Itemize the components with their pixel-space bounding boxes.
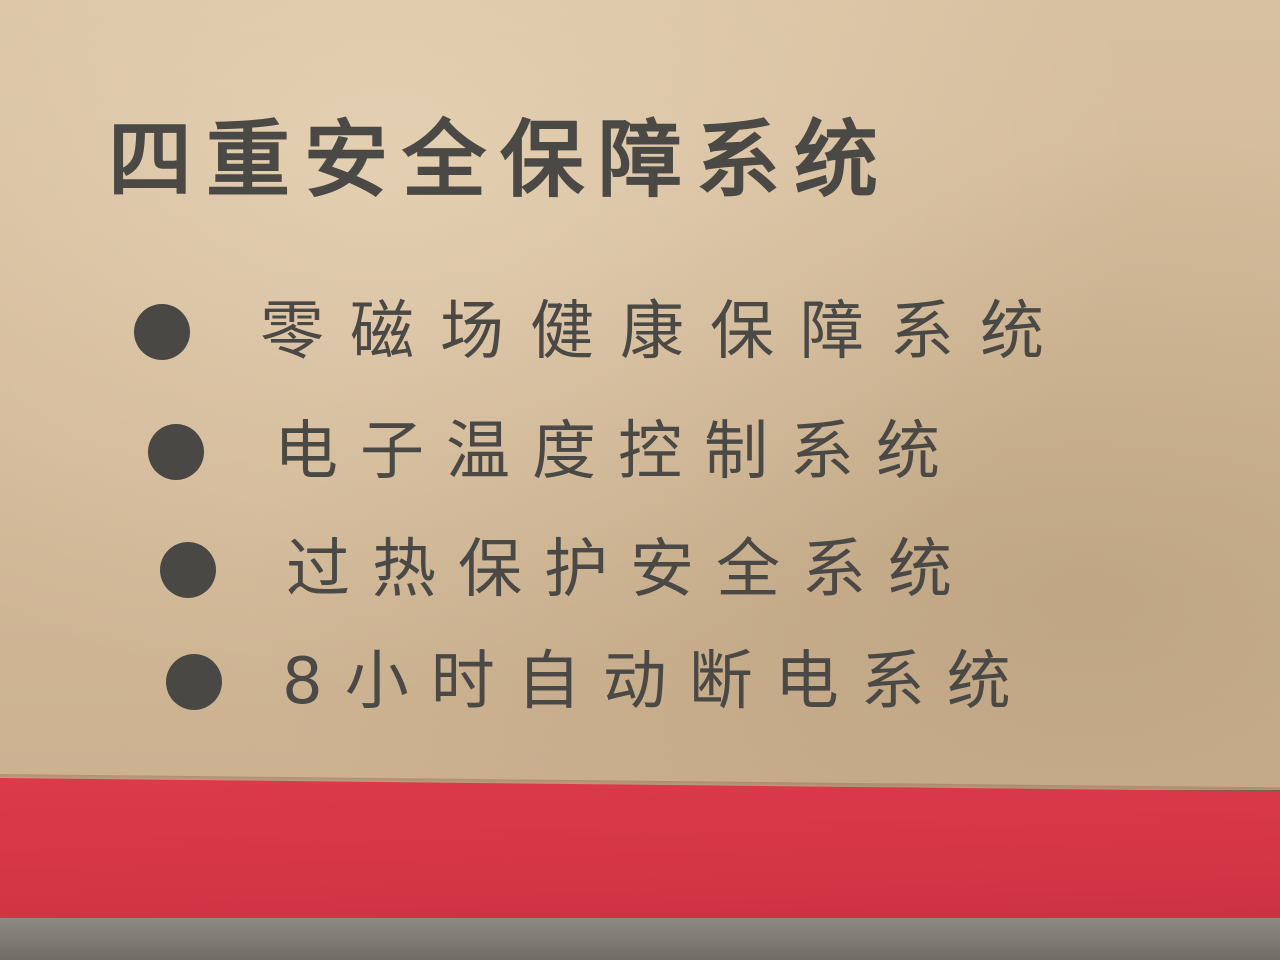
feature-label: 8小时自动断电系统	[282, 645, 1033, 719]
bullet-dot-icon	[148, 424, 204, 480]
feature-label: 零磁场健康保障系统	[260, 295, 1070, 369]
bullet-dot-icon	[160, 542, 216, 598]
feature-item-overheat-protection: 过热保护安全系统	[160, 538, 974, 602]
feature-label: 过热保护安全系统	[286, 533, 974, 607]
pavement	[0, 918, 1280, 960]
feature-item-auto-shutoff: 8小时自动断电系统	[166, 650, 1033, 714]
feature-list: 零磁场健康保障系统 电子温度控制系统 过热保护安全系统 8小时自动断电系统	[134, 300, 1070, 714]
bullet-dot-icon	[134, 304, 190, 360]
feature-item-temperature-control: 电子温度控制系统	[148, 420, 962, 484]
cardboard-box-panel	[0, 0, 1280, 790]
panel-title: 四重安全保障系统	[108, 111, 893, 209]
feature-item-zero-magnetic: 零磁场健康保障系统	[134, 300, 1070, 364]
bullet-dot-icon	[166, 654, 222, 710]
feature-label: 电子温度控制系统	[274, 415, 962, 489]
